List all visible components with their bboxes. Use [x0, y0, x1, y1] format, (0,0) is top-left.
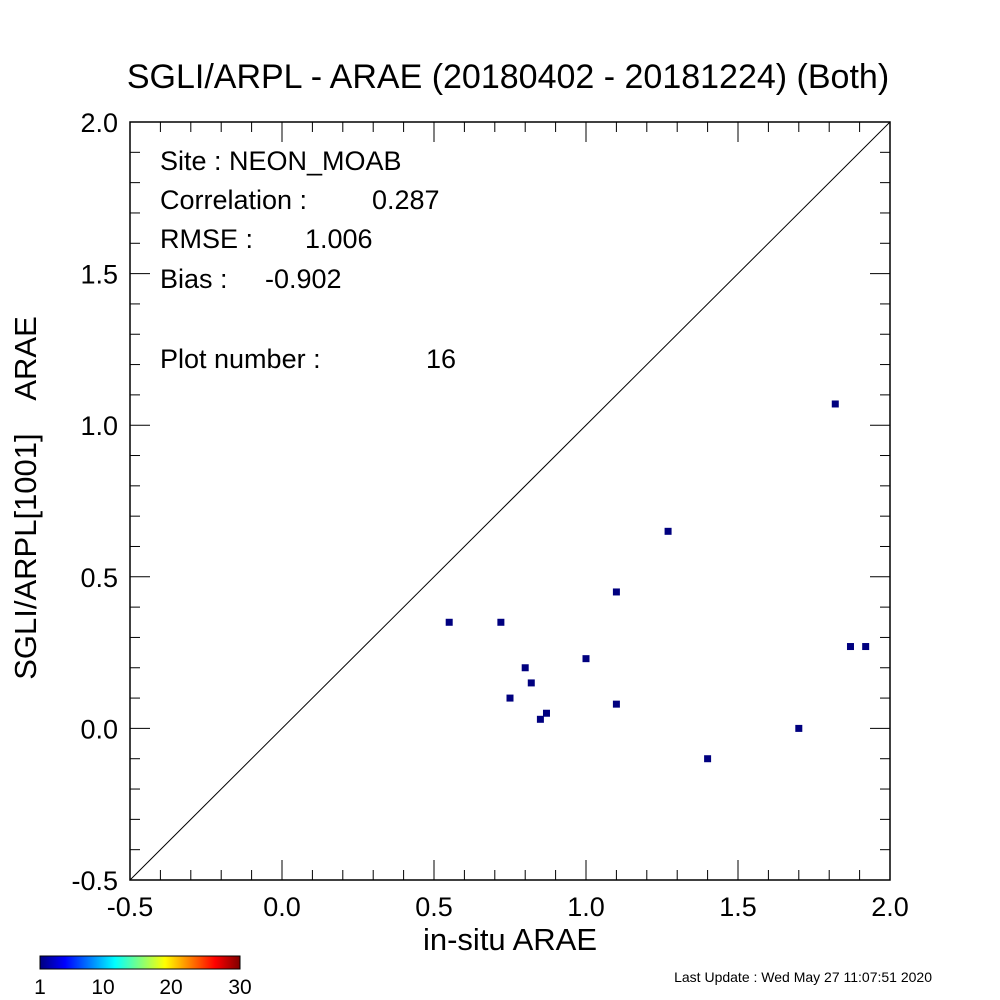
colorbar-tick-label: 1 — [34, 976, 46, 999]
colorbar: 1 10 20 30 — [34, 955, 252, 999]
y-tick-label: 0.0 — [80, 714, 118, 744]
y-tick-label: 1.5 — [80, 260, 118, 290]
data-point — [536, 715, 544, 723]
x-tick-label: 0.0 — [263, 892, 301, 922]
site-text: Site : NEON_MOAB — [160, 146, 402, 176]
colorbar-tick-label: 10 — [91, 976, 114, 999]
correlation-value: 0.287 — [372, 185, 440, 215]
x-tick-label: 2.0 — [871, 892, 909, 922]
data-point — [612, 700, 620, 708]
y-tick-label: 2.0 — [80, 108, 118, 138]
chart-title: SGLI/ARPL - ARAE (20180402 - 20181224) (… — [127, 58, 889, 96]
last-update-text: Last Update : Wed May 27 11:07:51 2020 — [674, 969, 932, 985]
data-point — [527, 679, 535, 687]
y-axis-label: SGLI/ARPL[1001] ARAE — [8, 316, 43, 680]
rmse-value: 1.006 — [305, 224, 373, 254]
data-point — [542, 709, 550, 717]
plot-number-value: 16 — [426, 344, 456, 374]
x-tick-label: -0.5 — [107, 892, 154, 922]
bias-label: Bias : — [160, 264, 228, 294]
data-point — [704, 755, 712, 763]
axis-tick-labels: -0.5 0.0 0.5 1.0 1.5 2.0 -0.5 0.0 0.5 1.0 1.5 2.0 — [71, 108, 908, 922]
colorbar-tick-label: 20 — [159, 976, 182, 999]
y-tick-label: 1.0 — [80, 411, 118, 441]
colorbar-tick-label: 30 — [228, 976, 251, 999]
data-point — [612, 588, 620, 596]
x-tick-label: 0.5 — [415, 892, 453, 922]
data-point — [862, 643, 870, 651]
y-tick-label: 0.5 — [80, 563, 118, 593]
rmse-label: RMSE : — [160, 224, 253, 254]
x-tick-label: 1.5 — [719, 892, 757, 922]
one-to-one-line — [129, 121, 891, 881]
y-tick-label: -0.5 — [71, 866, 118, 896]
data-points — [445, 400, 870, 763]
data-point — [497, 618, 505, 626]
plot-number-label: Plot number : — [160, 344, 321, 374]
stats-panel: Site : NEON_MOAB Correlation : 0.287 RMS… — [160, 146, 456, 374]
plot-frame — [129, 121, 891, 881]
axis-ticks — [129, 121, 891, 881]
x-axis-label: in-situ ARAE — [423, 922, 597, 957]
data-point — [664, 527, 672, 535]
data-point — [795, 724, 803, 732]
data-point — [846, 643, 854, 651]
data-point — [831, 400, 839, 408]
plot-area — [129, 121, 891, 881]
correlation-label: Correlation : — [160, 185, 307, 215]
data-point — [445, 618, 453, 626]
data-point — [582, 655, 590, 663]
x-tick-label: 1.0 — [567, 892, 605, 922]
data-point — [506, 694, 514, 702]
bias-value: -0.902 — [265, 264, 342, 294]
data-point — [521, 664, 529, 672]
colorbar-gradient — [39, 955, 241, 970]
